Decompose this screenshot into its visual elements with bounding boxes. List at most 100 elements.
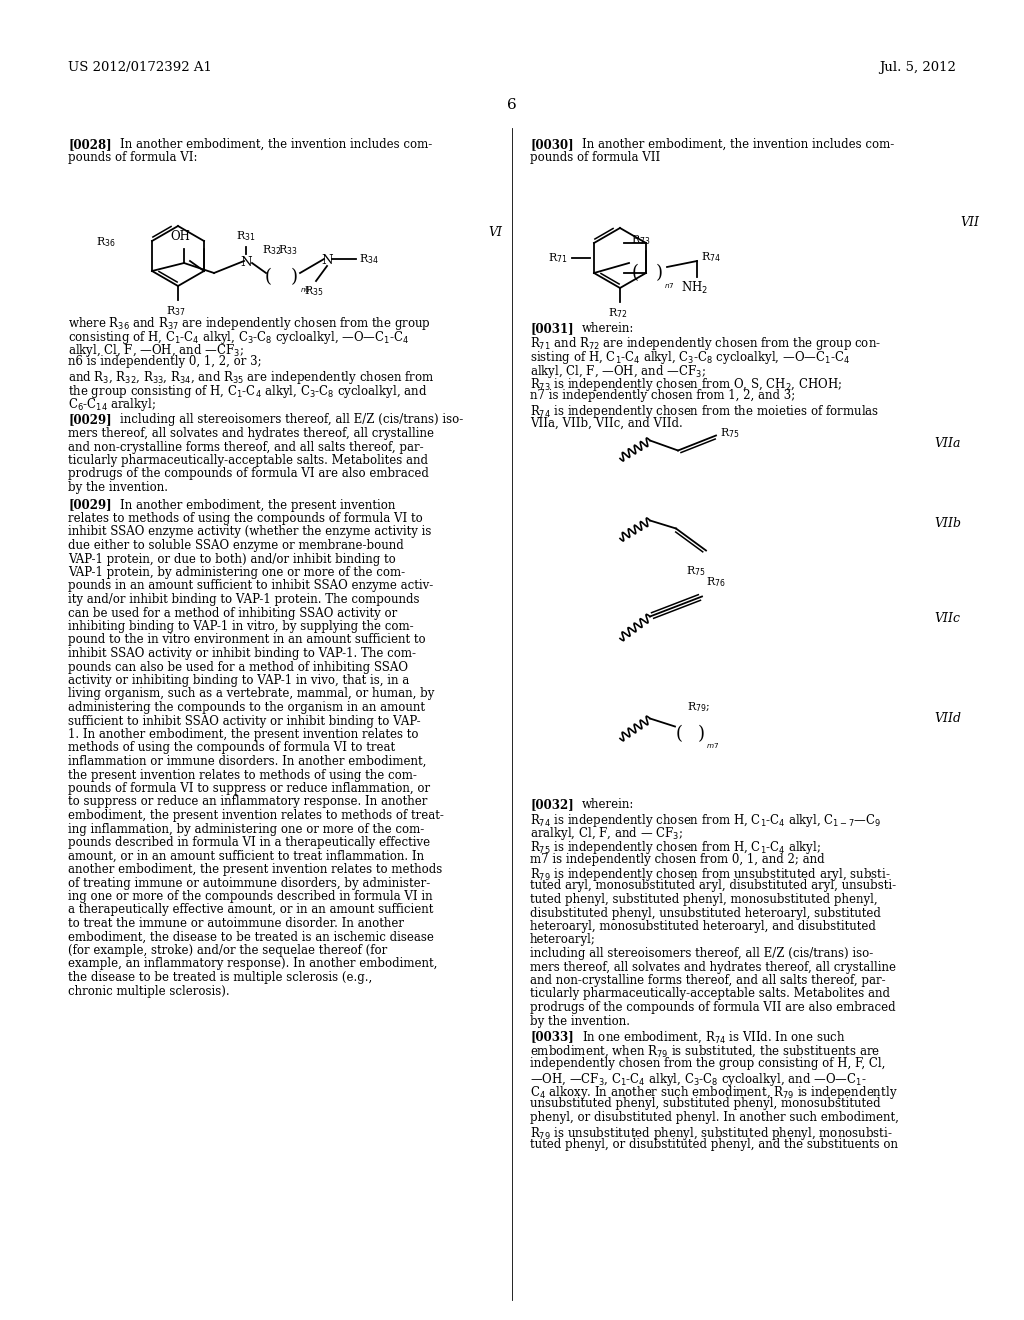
Text: R$_{35}$: R$_{35}$ (304, 284, 324, 298)
Text: unsubstituted phenyl, substituted phenyl, monosubstituted: unsubstituted phenyl, substituted phenyl… (530, 1097, 881, 1110)
Text: disubstituted phenyl, unsubstituted heteroaryl, substituted: disubstituted phenyl, unsubstituted hete… (530, 907, 881, 920)
Text: VAP-1 protein, by administering one or more of the com-: VAP-1 protein, by administering one or m… (68, 566, 406, 579)
Text: (: ( (264, 268, 271, 286)
Text: inhibit SSAO enzyme activity (whether the enzyme activity is: inhibit SSAO enzyme activity (whether th… (68, 525, 431, 539)
Text: m7 is independently chosen from 0, 1, and 2; and: m7 is independently chosen from 0, 1, an… (530, 853, 824, 866)
Text: to suppress or reduce an inflammatory response. In another: to suppress or reduce an inflammatory re… (68, 796, 427, 808)
Text: $_{n6}$: $_{n6}$ (300, 285, 311, 294)
Text: (: ( (632, 264, 639, 282)
Text: VIIa, VIIb, VIIc, and VIId.: VIIa, VIIb, VIIc, and VIId. (530, 417, 683, 429)
Text: tuted phenyl, substituted phenyl, monosubstituted phenyl,: tuted phenyl, substituted phenyl, monosu… (530, 894, 878, 906)
Text: including all stereoisomers thereof, all E/Z (cis/trans) iso-: including all stereoisomers thereof, all… (120, 413, 463, 426)
Text: ticularly pharmaceutically-acceptable salts. Metabolites and: ticularly pharmaceutically-acceptable sa… (530, 987, 890, 1001)
Text: inhibiting binding to VAP-1 in vitro, by supplying the com-: inhibiting binding to VAP-1 in vitro, by… (68, 620, 414, 634)
Text: [0029]: [0029] (68, 413, 112, 426)
Text: R$_{34}$: R$_{34}$ (359, 252, 379, 265)
Text: including all stereoisomers thereof, all E/Z (cis/trans) iso-: including all stereoisomers thereof, all… (530, 946, 873, 960)
Text: ing inflammation, by administering one or more of the com-: ing inflammation, by administering one o… (68, 822, 424, 836)
Text: C$_6$-C$_{14}$ aralkyl;: C$_6$-C$_{14}$ aralkyl; (68, 396, 156, 413)
Text: In another embodiment, the invention includes com-: In another embodiment, the invention inc… (120, 139, 432, 150)
Text: R$_{71}$: R$_{71}$ (548, 251, 568, 265)
Text: R$_{72}$: R$_{72}$ (608, 306, 628, 319)
Text: R$_{36}$: R$_{36}$ (96, 235, 116, 249)
Text: $_{m7}$: $_{m7}$ (706, 742, 719, 751)
Text: ticularly pharmaceutically-acceptable salts. Metabolites and: ticularly pharmaceutically-acceptable sa… (68, 454, 428, 467)
Text: chronic multiple sclerosis).: chronic multiple sclerosis). (68, 985, 229, 998)
Text: ing one or more of the compounds described in formula VI in: ing one or more of the compounds describ… (68, 890, 432, 903)
Text: R$_{73}$: R$_{73}$ (631, 234, 650, 247)
Text: independently chosen from the group consisting of H, F, Cl,: independently chosen from the group cons… (530, 1057, 886, 1071)
Text: tuted aryl, monosubstituted aryl, disubstituted aryl, unsubsti-: tuted aryl, monosubstituted aryl, disubs… (530, 879, 896, 892)
Text: N: N (241, 256, 252, 268)
Text: the disease to be treated is multiple sclerosis (e.g.,: the disease to be treated is multiple sc… (68, 972, 373, 983)
Text: prodrugs of the compounds of formula VII are also embraced: prodrugs of the compounds of formula VII… (530, 1001, 896, 1014)
Text: 1. In another embodiment, the present invention relates to: 1. In another embodiment, the present in… (68, 729, 419, 741)
Text: activity or inhibiting binding to VAP-1 in vivo, that is, in a: activity or inhibiting binding to VAP-1 … (68, 675, 410, 686)
Text: a therapeutically effective amount, or in an amount sufficient: a therapeutically effective amount, or i… (68, 903, 433, 916)
Text: and non-crystalline forms thereof, and all salts thereof, par-: and non-crystalline forms thereof, and a… (68, 441, 424, 454)
Text: R$_{71}$ and R$_{72}$ are independently chosen from the group con-: R$_{71}$ and R$_{72}$ are independently … (530, 335, 881, 352)
Text: ): ) (655, 264, 663, 282)
Text: VIIa: VIIa (934, 437, 961, 450)
Text: pounds described in formula VI in a therapeutically effective: pounds described in formula VI in a ther… (68, 836, 430, 849)
Text: R$_{31}$: R$_{31}$ (237, 230, 256, 243)
Text: R$_{33}$: R$_{33}$ (279, 243, 298, 257)
Text: R$_{76}$: R$_{76}$ (706, 576, 726, 590)
Text: VIIc: VIIc (934, 612, 961, 624)
Text: R$_{73}$ is independently chosen from O, S, CH$_2$, CHOH;: R$_{73}$ is independently chosen from O,… (530, 376, 842, 393)
Text: n7 is independently chosen from 1, 2, and 3;: n7 is independently chosen from 1, 2, an… (530, 389, 796, 403)
Text: ): ) (291, 268, 298, 286)
Text: the group consisting of H, C$_1$-C$_4$ alkyl, C$_3$-C$_8$ cycloalkyl, and: the group consisting of H, C$_1$-C$_4$ a… (68, 383, 427, 400)
Text: example, an inflammatory response). In another embodiment,: example, an inflammatory response). In a… (68, 957, 437, 970)
Text: amount, or in an amount sufficient to treat inflammation. In: amount, or in an amount sufficient to tr… (68, 850, 424, 862)
Text: to treat the immune or autoimmune disorder. In another: to treat the immune or autoimmune disord… (68, 917, 404, 931)
Text: inflammation or immune disorders. In another embodiment,: inflammation or immune disorders. In ano… (68, 755, 426, 768)
Text: pounds in an amount sufficient to inhibit SSAO enzyme activ-: pounds in an amount sufficient to inhibi… (68, 579, 433, 593)
Text: can be used for a method of inhibiting SSAO activity or: can be used for a method of inhibiting S… (68, 606, 397, 619)
Text: pounds can also be used for a method of inhibiting SSAO: pounds can also be used for a method of … (68, 660, 408, 673)
Text: In another embodiment, the invention includes com-: In another embodiment, the invention inc… (582, 139, 894, 150)
Text: by the invention.: by the invention. (68, 480, 168, 494)
Text: sisting of H, C$_1$-C$_4$ alkyl, C$_3$-C$_8$ cycloalkyl, —O—C$_1$-C$_4$: sisting of H, C$_1$-C$_4$ alkyl, C$_3$-C… (530, 348, 850, 366)
Text: NH$_2$: NH$_2$ (682, 280, 709, 296)
Text: R$_{75}$: R$_{75}$ (720, 426, 739, 441)
Text: inhibit SSAO activity or inhibit binding to VAP-1. The com-: inhibit SSAO activity or inhibit binding… (68, 647, 416, 660)
Text: VAP-1 protein, or due to both) and/or inhibit binding to: VAP-1 protein, or due to both) and/or in… (68, 553, 395, 565)
Text: R$_{32}$: R$_{32}$ (262, 243, 282, 257)
Text: where R$_{36}$ and R$_{37}$ are independently chosen from the group: where R$_{36}$ and R$_{37}$ are independ… (68, 315, 431, 333)
Text: n6 is independently 0, 1, 2, or 3;: n6 is independently 0, 1, 2, or 3; (68, 355, 261, 368)
Text: pound to the in vitro environment in an amount sufficient to: pound to the in vitro environment in an … (68, 634, 426, 647)
Text: 6: 6 (507, 98, 517, 112)
Text: heteroaryl;: heteroaryl; (530, 933, 596, 946)
Text: pounds of formula VI:: pounds of formula VI: (68, 152, 198, 165)
Text: heteroaryl, monosubstituted heteroaryl, and disubstituted: heteroaryl, monosubstituted heteroaryl, … (530, 920, 876, 933)
Text: administering the compounds to the organism in an amount: administering the compounds to the organ… (68, 701, 425, 714)
Text: In one embodiment, R$_{74}$ is VIId. In one such: In one embodiment, R$_{74}$ is VIId. In … (582, 1030, 846, 1045)
Text: C$_4$ alkoxy. In another such embodiment, R$_{79}$ is independently: C$_4$ alkoxy. In another such embodiment… (530, 1084, 898, 1101)
Text: In another embodiment, the present invention: In another embodiment, the present inven… (120, 499, 395, 511)
Text: alkyl, Cl, F, —OH, and —CF$_3$;: alkyl, Cl, F, —OH, and —CF$_3$; (530, 363, 706, 380)
Text: mers thereof, all solvates and hydrates thereof, all crystalline: mers thereof, all solvates and hydrates … (68, 426, 434, 440)
Text: VIId: VIId (934, 711, 961, 725)
Text: R$_{74}$ is independently chosen from H, C$_1$-C$_4$ alkyl, C$_{1-7}$—C$_9$: R$_{74}$ is independently chosen from H,… (530, 812, 882, 829)
Text: VI: VI (488, 226, 502, 239)
Text: $_{n7}$: $_{n7}$ (664, 281, 675, 290)
Text: and non-crystalline forms thereof, and all salts thereof, par-: and non-crystalline forms thereof, and a… (530, 974, 886, 987)
Text: another embodiment, the present invention relates to methods: another embodiment, the present inventio… (68, 863, 442, 876)
Text: mers thereof, all solvates and hydrates thereof, all crystalline: mers thereof, all solvates and hydrates … (530, 961, 896, 974)
Text: consisting of H, C$_1$-C$_4$ alkyl, C$_3$-C$_8$ cycloalkyl, —O—C$_1$-C$_4$: consisting of H, C$_1$-C$_4$ alkyl, C$_3… (68, 329, 410, 346)
Text: Jul. 5, 2012: Jul. 5, 2012 (880, 62, 956, 74)
Text: prodrugs of the compounds of formula VI are also embraced: prodrugs of the compounds of formula VI … (68, 467, 429, 480)
Text: R$_{74}$: R$_{74}$ (701, 249, 721, 264)
Text: alkyl, Cl, F, —OH, and —CF$_3$;: alkyl, Cl, F, —OH, and —CF$_3$; (68, 342, 244, 359)
Text: of treating immune or autoimmune disorders, by administer-: of treating immune or autoimmune disorde… (68, 876, 430, 890)
Text: wherein:: wherein: (582, 322, 635, 335)
Text: OH: OH (170, 230, 190, 243)
Text: ): ) (697, 726, 705, 743)
Text: (: ( (676, 726, 683, 743)
Text: R$_{74}$ is independently chosen from the moieties of formulas: R$_{74}$ is independently chosen from th… (530, 403, 880, 420)
Text: methods of using the compounds of formula VI to treat: methods of using the compounds of formul… (68, 742, 395, 755)
Text: embodiment, the disease to be treated is an ischemic disease: embodiment, the disease to be treated is… (68, 931, 434, 944)
Text: aralkyl, Cl, F, and — CF$_3$;: aralkyl, Cl, F, and — CF$_3$; (530, 825, 683, 842)
Text: (for example, stroke) and/or the sequelae thereof (for: (for example, stroke) and/or the sequela… (68, 944, 387, 957)
